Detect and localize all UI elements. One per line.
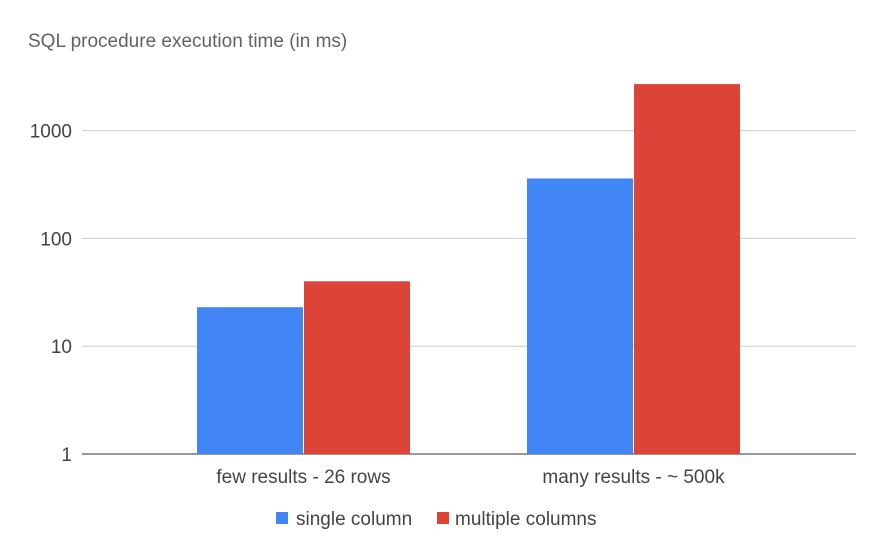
legend: single column multiple columns [276, 509, 597, 530]
x-category-label: many results - ~ 500k [542, 467, 725, 488]
x-axis-categories: few results - 26 rows many results - ~ 50… [216, 467, 725, 488]
legend-label: single column [296, 509, 412, 530]
x-category-label: few results - 26 rows [216, 467, 390, 488]
legend-label: multiple columns [455, 509, 597, 530]
y-tick-label: 100 [40, 229, 72, 250]
bar-single-column-1 [527, 178, 633, 454]
bar-multiple-columns-1 [634, 84, 740, 454]
y-tick-label: 1000 [30, 122, 72, 143]
bar-multiple-columns-0 [304, 281, 410, 454]
y-tick-label: 1 [61, 445, 72, 466]
legend-swatch [276, 512, 288, 524]
chart-title: SQL procedure execution time (in ms) [28, 31, 347, 52]
y-axis-ticks: 1 10 100 1000 [30, 122, 72, 466]
bars [197, 84, 740, 454]
y-tick-label: 10 [51, 337, 72, 358]
legend-swatch [437, 512, 449, 524]
bar-single-column-0 [197, 307, 303, 454]
